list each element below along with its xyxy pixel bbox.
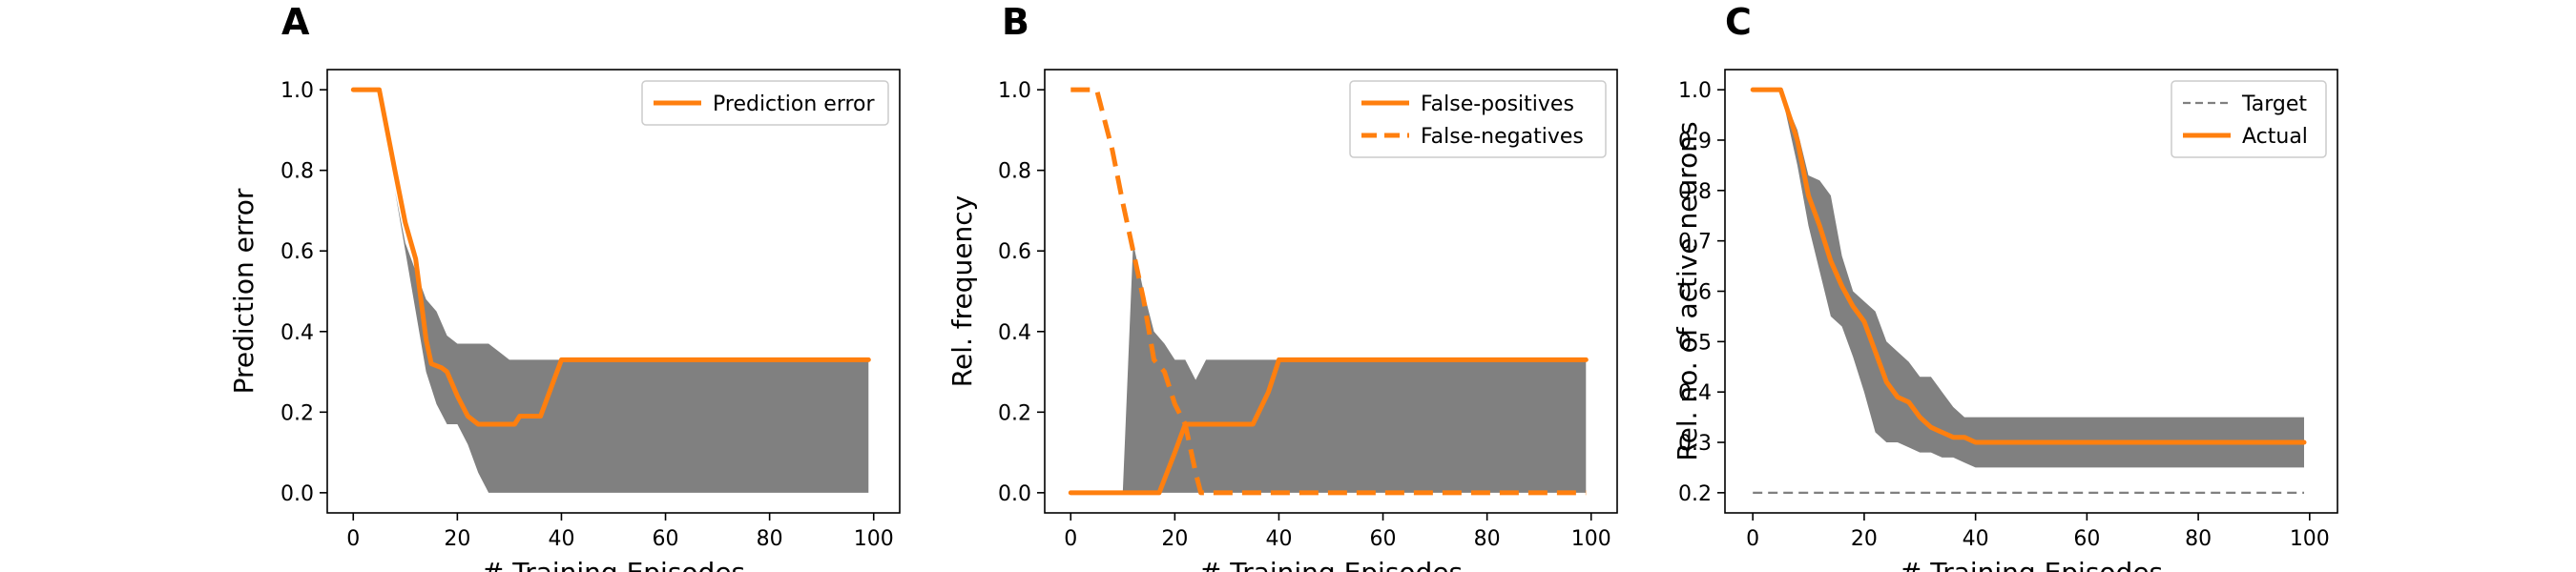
x-tick-label: 20: [444, 527, 470, 551]
legend: Target Actual: [2171, 80, 2327, 158]
x-tick-label: 40: [548, 527, 574, 551]
chart-panel-c: 0 20 40 60 80 100 0.2 0.3 0.4 0.5 0.6 0.7 0.8 0.9 1.0 #…: [1672, 1, 2338, 572]
y-axis-label: Prediction error: [228, 188, 260, 394]
y-tick-label: 0.2: [1678, 482, 1712, 506]
series-line-false-positives: [1068, 357, 1589, 496]
y-tick-label: 0.9: [1678, 130, 1712, 153]
legend-box: [1349, 80, 1607, 158]
x-tick-label: 60: [653, 527, 679, 551]
axes-frame: [1044, 69, 1618, 514]
confidence-band: [353, 90, 869, 493]
x-tick-label: 0: [1064, 527, 1077, 551]
x-tick-label: 60: [2073, 527, 2100, 551]
x-tick-label: 20: [1161, 527, 1188, 551]
x-axis-label: # Training Episodes: [482, 557, 745, 572]
x-tick-label: 60: [1370, 527, 1397, 551]
y-tick-label: 1.0: [280, 79, 314, 103]
x-tick-label: 80: [2185, 527, 2212, 551]
y-tick-label: 0.3: [1678, 432, 1712, 456]
series-line-actual: [1750, 87, 2307, 445]
y-axis-label: Rel. frequency: [946, 195, 978, 387]
legend: Prediction error: [641, 80, 889, 126]
legend-label: Actual: [2242, 125, 2308, 149]
panel-label: C: [1725, 1, 1752, 43]
panel-label: A: [281, 1, 310, 43]
x-tick-label: 80: [757, 527, 783, 551]
y-tick-label: 0.8: [1678, 180, 1712, 204]
confidence-band: [1753, 90, 2304, 468]
y-tick-label: 0.6: [998, 240, 1031, 264]
legend-label: False-positives: [1421, 92, 1574, 116]
panel-label: B: [1002, 1, 1029, 43]
legend-label: False-negatives: [1421, 125, 1584, 149]
y-tick-label: 0.2: [998, 401, 1031, 425]
x-tick-label: 80: [1474, 527, 1501, 551]
y-tick-label: 0.0: [280, 482, 314, 506]
series-line-prediction-error: [350, 87, 871, 427]
legend-label: Target: [2241, 92, 2307, 116]
y-axis-label: Rel. no. of active neurons: [1672, 121, 1703, 460]
chart-panel-b: 0 20 40 60 80 100 0.0 0.2 0.4 0.6 0.8 1.0 # Training…: [946, 1, 1618, 572]
x-tick-label: 100: [854, 527, 894, 551]
x-tick-label: 40: [1265, 527, 1292, 551]
axes-frame: [326, 69, 901, 514]
confidence-band: [1070, 242, 1587, 493]
series-line-false-negatives: [1070, 87, 1587, 496]
y-tick-label: 0.5: [1678, 331, 1712, 355]
y-tick-label: 0.0: [998, 482, 1031, 506]
x-tick-label: 20: [1851, 527, 1878, 551]
y-tick-label: 0.8: [998, 160, 1031, 184]
chart-panel-a: 0 20 40 60 80 100 0.0 0.2 0.4 0.6 0.8 1.0 # Training…: [228, 1, 901, 572]
y-tick-label: 0.4: [280, 321, 314, 345]
x-axis-label: # Training Episodes: [1900, 557, 2163, 572]
x-tick-label: 100: [2290, 527, 2330, 551]
legend-box: [2171, 80, 2327, 158]
x-tick-label: 40: [1963, 527, 1989, 551]
y-tick-label: 0.7: [1678, 231, 1712, 255]
legend-box: [641, 80, 889, 126]
x-axis-label: # Training Episodes: [1199, 557, 1463, 572]
x-tick-label: 0: [1746, 527, 1759, 551]
y-tick-label: 0.8: [280, 160, 314, 184]
y-tick-label: 1.0: [998, 79, 1031, 103]
legend: False-positives False-negatives: [1349, 80, 1607, 158]
y-tick-label: 1.0: [1678, 79, 1712, 103]
y-tick-label: 0.4: [998, 321, 1031, 345]
legend-label: Prediction error: [713, 92, 875, 116]
y-tick-label: 0.6: [1678, 281, 1712, 305]
x-tick-label: 0: [346, 527, 360, 551]
y-tick-label: 0.2: [280, 401, 314, 425]
y-tick-label: 0.4: [1678, 381, 1712, 405]
y-tick-label: 0.6: [280, 240, 314, 264]
x-tick-label: 100: [1571, 527, 1611, 551]
